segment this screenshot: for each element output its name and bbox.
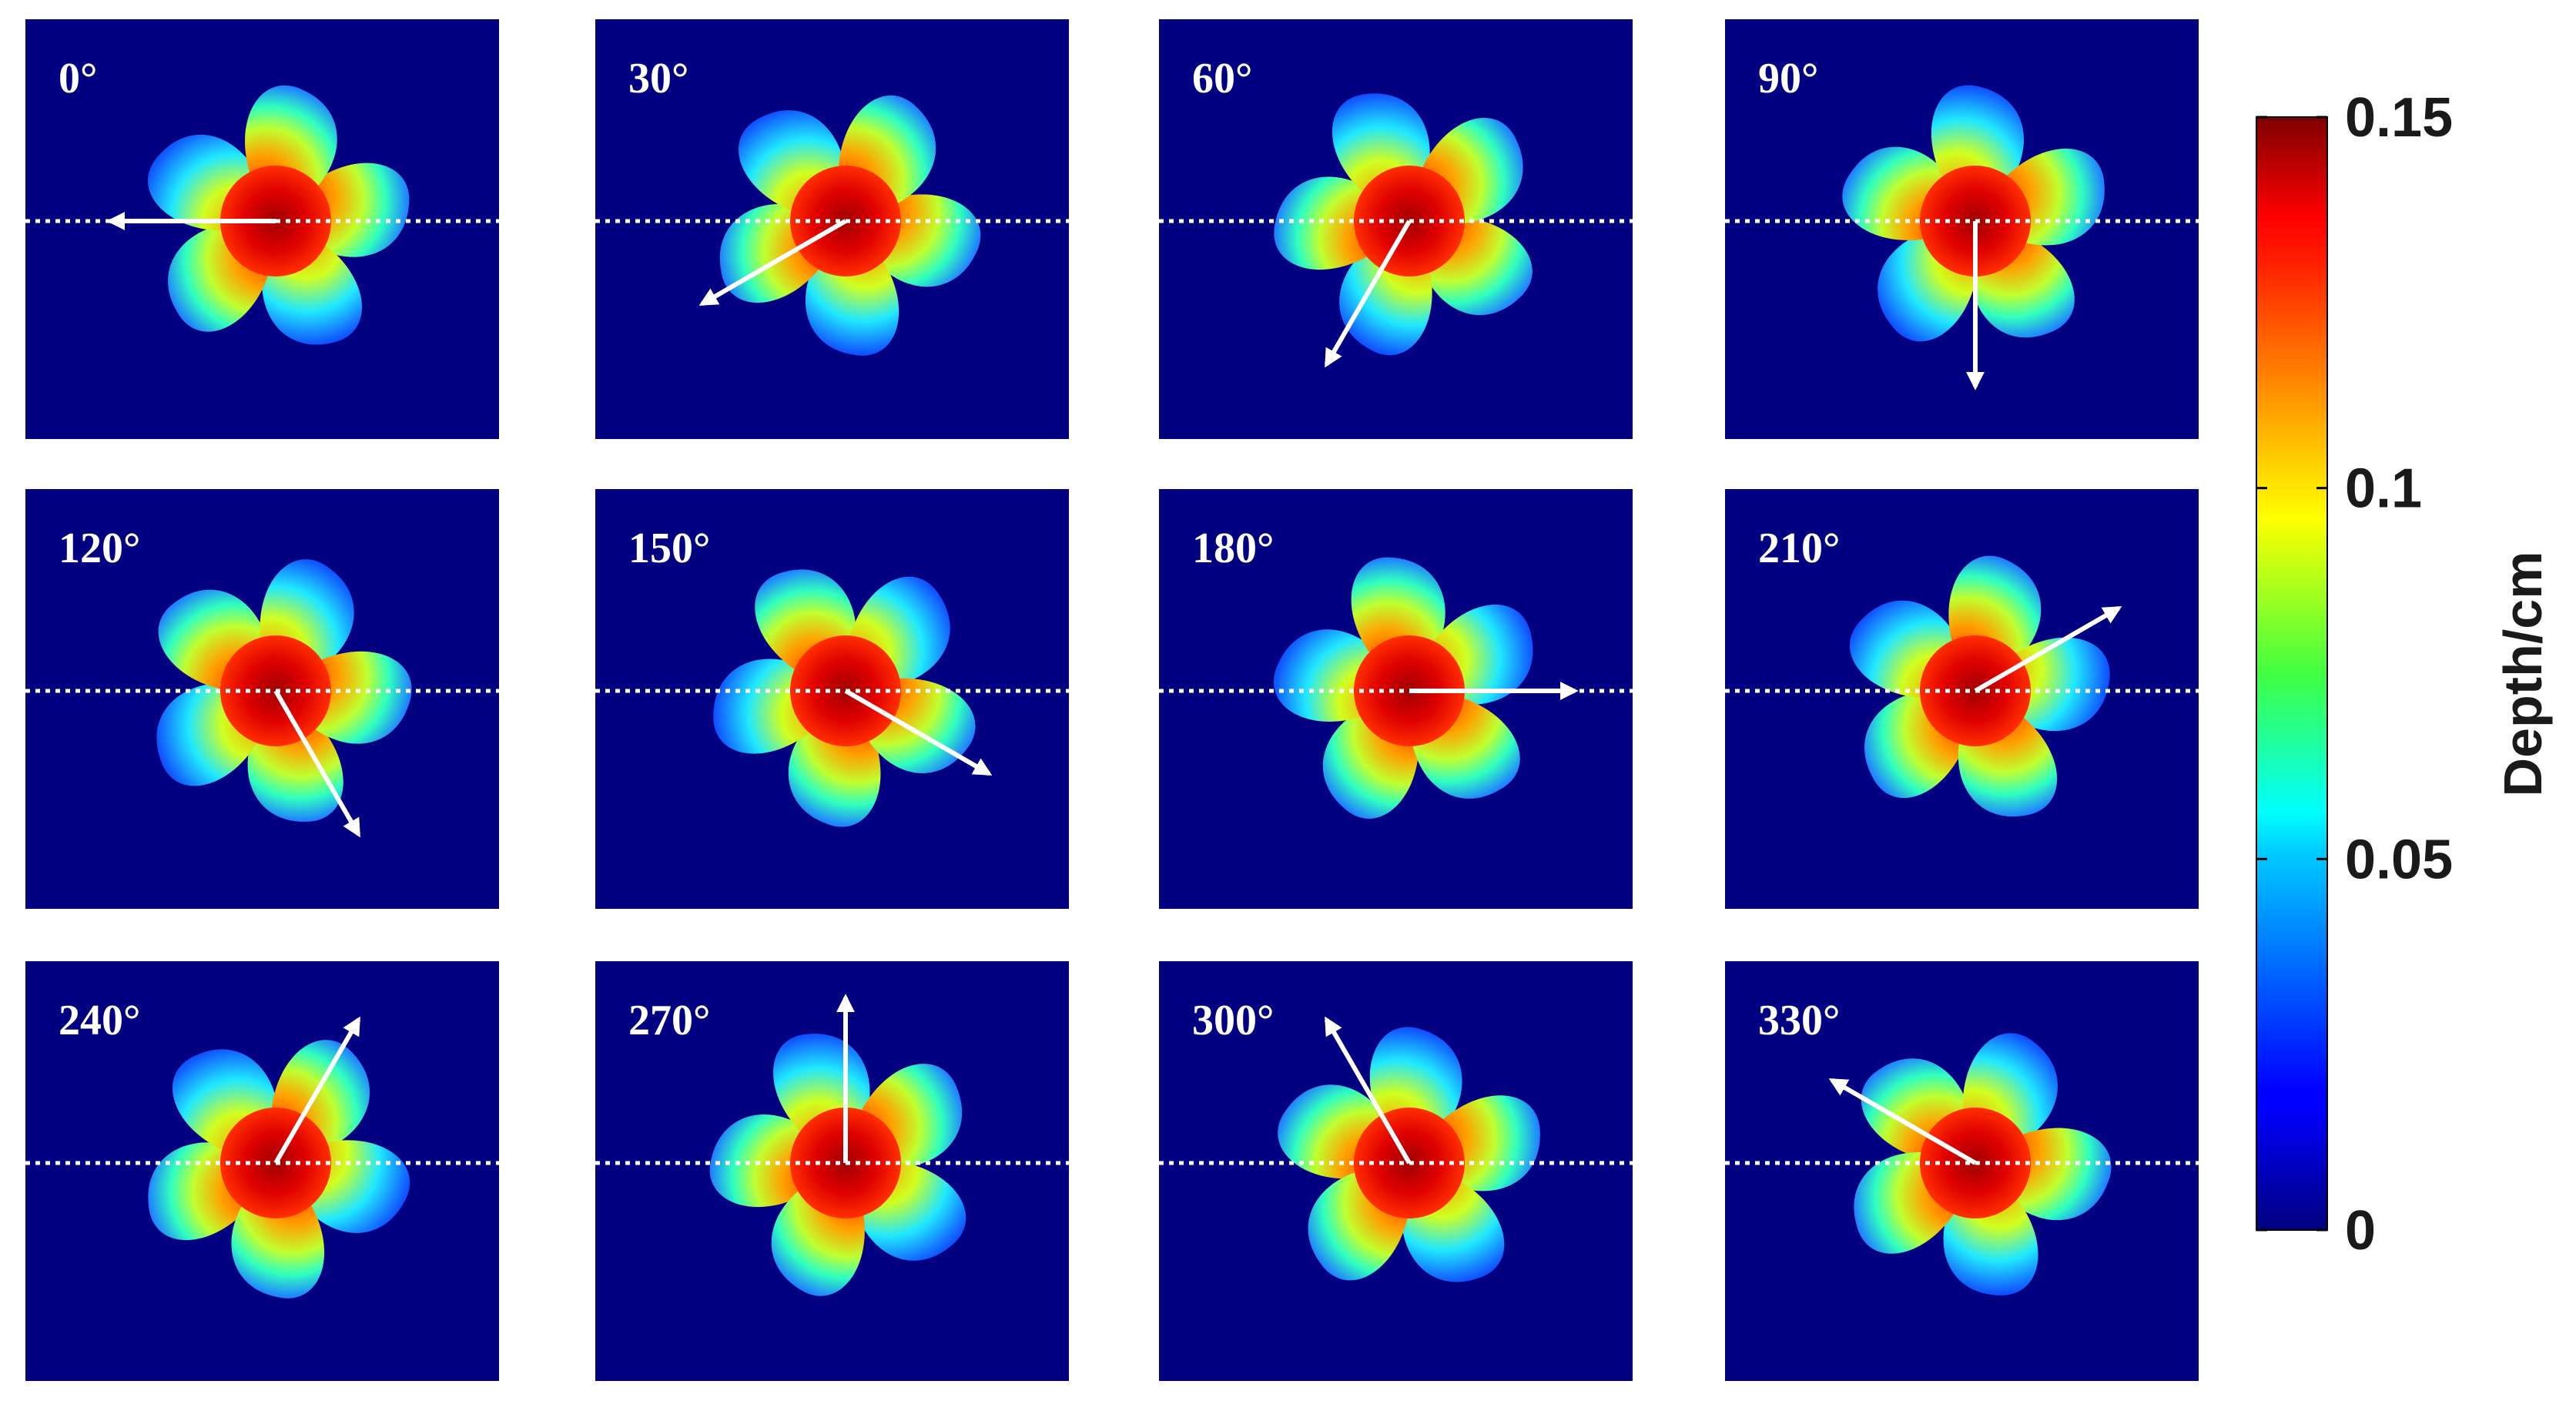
angle-label: 30°	[628, 55, 688, 102]
angle-label: 90°	[1758, 55, 1818, 102]
panel-60: 60°	[1159, 19, 1633, 439]
angle-label: 180°	[1192, 525, 1274, 572]
panel-180: 180°	[1159, 489, 1633, 909]
angle-label: 300°	[1192, 997, 1274, 1044]
angle-label: 270°	[628, 997, 710, 1044]
colorbar-label: Depth/cm	[2493, 551, 2553, 797]
direction-arrow	[1324, 1016, 1412, 1165]
angle-label: 150°	[628, 525, 710, 572]
colorbar-gradient	[2256, 116, 2328, 1231]
panel-90: 90°	[1725, 19, 2199, 439]
colorbar-tick-label: 0	[2345, 1200, 2376, 1262]
panel-120: 120°	[25, 489, 499, 909]
angle-label: 60°	[1192, 55, 1252, 102]
direction-arrow	[1828, 1078, 1977, 1165]
panel-150: 150°	[595, 489, 1069, 909]
colorbar: 0.15 0.1 0.05 0 Depth/cm	[2256, 87, 2553, 1262]
direction-arrow	[273, 1016, 361, 1165]
direction-arrow	[698, 219, 847, 307]
propeller-depth-map	[148, 85, 410, 345]
direction-arrow	[844, 689, 993, 776]
panel-300: 300°	[1159, 961, 1633, 1381]
colorbar-tick-label: 0.1	[2345, 458, 2422, 520]
propeller-depth-map	[1278, 1027, 1540, 1282]
panel-240: 240°	[25, 961, 499, 1381]
panel-0: 0°	[25, 19, 499, 439]
propeller-depth-map	[1274, 93, 1533, 356]
propeller-depth-map	[1842, 85, 2105, 342]
panels-group: 0° 30° 60° 90° 120° 150° 180° 210° 240° 270° 300° 3…	[25, 19, 2199, 1381]
angle-label: 240°	[59, 997, 140, 1044]
panel-270: 270°	[595, 961, 1069, 1381]
colorbar-tick-label: 0.05	[2345, 829, 2453, 890]
colorbar-ticks: 0.15 0.1 0.05 0	[2256, 87, 2453, 1262]
angle-label: 0°	[59, 55, 97, 102]
panel-30: 30°	[595, 19, 1069, 439]
panel-330: 330°	[1725, 961, 2199, 1381]
angle-label: 120°	[59, 525, 140, 572]
direction-arrow	[1324, 220, 1412, 368]
angle-label: 210°	[1758, 525, 1840, 572]
angle-label: 330°	[1758, 997, 1840, 1044]
propeller-depth-map	[156, 559, 412, 822]
direction-arrow	[1974, 605, 2122, 693]
colorbar-tick-label: 0.15	[2345, 87, 2453, 149]
panel-210: 210°	[1725, 489, 2199, 909]
propeller-depth-map	[148, 1040, 410, 1299]
direction-arrow	[273, 689, 361, 838]
